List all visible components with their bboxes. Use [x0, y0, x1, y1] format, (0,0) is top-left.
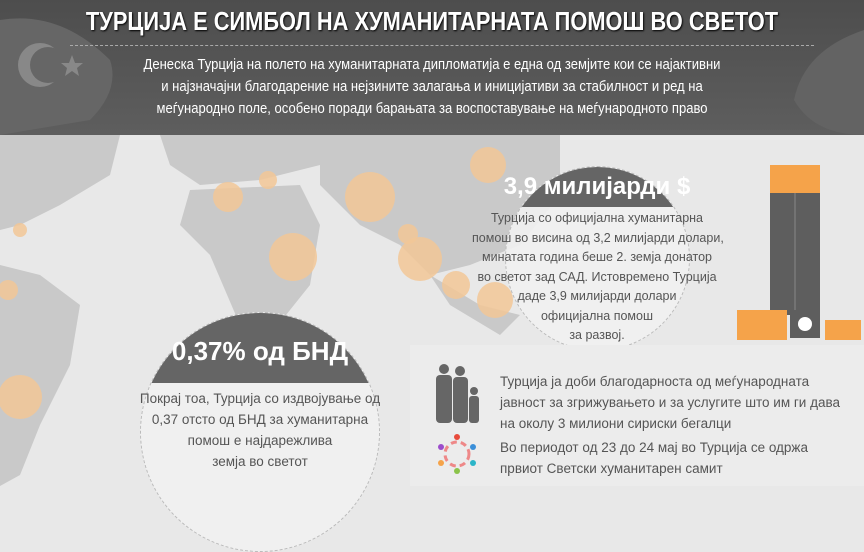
fact-line: Турција ја доби благодарноста од меѓунар…	[500, 374, 810, 389]
aid-line: за развој.	[569, 328, 625, 342]
gni-line: земја во светот	[212, 454, 308, 469]
highlight-region	[398, 237, 442, 281]
world-map	[0, 135, 864, 486]
fact-line: јавност за згрижувањето и за услугите шт…	[500, 395, 841, 410]
gni-headline-cap	[141, 313, 379, 383]
north-america	[0, 135, 120, 230]
highlight-region	[259, 171, 277, 189]
africa	[180, 185, 320, 335]
highlight-region	[470, 147, 506, 183]
gni-line: Покрај тоа, Турција со издвојување од	[139, 391, 381, 406]
facts-panel: Турција ја доби благодарноста од меѓунар…	[410, 345, 864, 486]
fact-line: првиот Светски хуманитарен самит	[500, 461, 723, 476]
highlight-region	[345, 172, 395, 222]
fact-line: Во периодот од 23 до 24 мај во Турција с…	[500, 440, 808, 455]
world-map-graphic	[0, 135, 560, 486]
aid-line: минатата година беше 2. земја донатор	[482, 250, 712, 264]
highlight-region	[442, 271, 470, 299]
refugee-family-icon	[436, 364, 479, 423]
highlight-region	[477, 282, 513, 318]
gni-headline: 0,37% од БНД	[171, 336, 349, 366]
highlight-region	[0, 280, 18, 300]
aid-headline: 3,9 милијарди $	[503, 173, 691, 200]
highlight-region	[269, 233, 317, 281]
intro-line: и најзначајни благодарение на нејзините …	[161, 79, 703, 95]
page-title: ТУРЦИЈА Е СИМБОЛ НА ХУМАНИТАРНАТА ПОМОШ …	[85, 6, 779, 36]
money-boxes-icon	[737, 165, 861, 340]
gni-line: помош е најдарежлива	[187, 433, 333, 448]
aid-headline-cap	[506, 167, 689, 207]
aid-line: помош во висина од 3,2 милијарди долари,	[472, 230, 724, 245]
aid-line: официјална помош	[540, 308, 653, 323]
header: ТУРЦИЈА Е СИМБОЛ НА ХУМАНИТАРНАТА ПОМОШ …	[0, 0, 864, 135]
highlight-region	[13, 223, 27, 237]
intro-line: Денеска Турција на полето на хуманитарна…	[143, 57, 721, 73]
fact-refugees: Турција ја доби благодарноста од меѓунар…	[500, 371, 840, 434]
aid-line: Турција со официјална хуманитарна	[491, 211, 703, 225]
south-america	[0, 265, 80, 486]
europe	[160, 135, 330, 185]
aid-line: даде 3,9 милијарди долари	[517, 289, 677, 303]
aid-line: во светот зад САД. Истовремено Турција	[477, 269, 717, 284]
fact-line: на околу 3 милиони сириски бегалци	[500, 416, 732, 431]
fact-summit: Во периодот од 23 до 24 мај во Турција с…	[500, 437, 808, 479]
intro-line: меѓународно поле, особено поради барањат…	[156, 101, 708, 117]
highlight-region	[0, 375, 42, 419]
gni-text: Покрај тоа, Турција со издвојување од 0,…	[125, 388, 395, 472]
aid-text: Турција со официјална хуманитарна помош …	[472, 209, 724, 346]
highlight-region	[213, 182, 243, 212]
intro-text: Денеска Турција на полето на хуманитарна…	[0, 54, 864, 120]
hand-silhouette-icon	[794, 30, 864, 135]
aid-amount-card	[505, 166, 690, 351]
turkish-crescent-hand-icon	[0, 18, 113, 135]
highlight-region	[398, 224, 418, 244]
summit-people-circle-icon	[438, 434, 476, 474]
divider	[70, 45, 814, 46]
gni-line: 0,37 отсто од БНД за хуманитарна	[151, 412, 369, 427]
